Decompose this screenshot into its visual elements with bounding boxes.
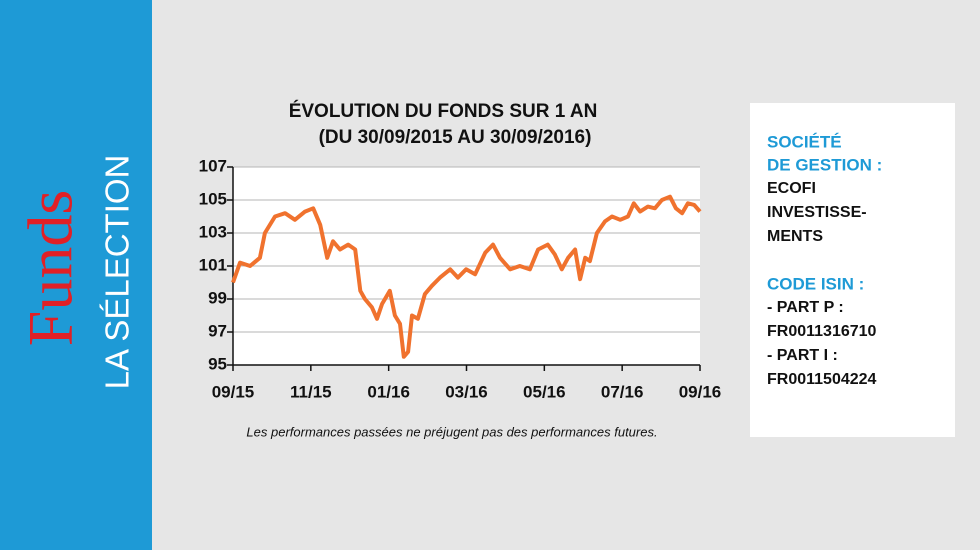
y-tick-label: 95 — [208, 354, 227, 373]
y-tick-label: 105 — [199, 189, 227, 208]
y-tick-label: 103 — [199, 222, 227, 241]
x-tick-label: 03/16 — [445, 382, 488, 401]
sidebar-subtitle: LA SÉLECTION — [99, 155, 136, 390]
info-heading: CODE ISIN : — [767, 274, 864, 293]
chart-title: ÉVOLUTION DU FONDS SUR 1 AN — [289, 100, 598, 122]
info-line: ECOFI — [767, 180, 816, 197]
y-tick-label: 107 — [199, 156, 227, 175]
info-line: FR0011316710 — [767, 323, 877, 340]
info-heading: DE GESTION : — [767, 155, 882, 174]
info-line: - PART I : — [767, 347, 838, 364]
x-tick-label: 01/16 — [367, 382, 410, 401]
brand: Funds — [15, 190, 86, 347]
info-heading: SOCIÉTÉ — [767, 132, 842, 151]
x-tick-label: 09/15 — [212, 382, 255, 401]
info-line: MENTS — [767, 228, 823, 245]
info-line: INVESTISSE- — [767, 204, 867, 221]
x-tick-label: 09/16 — [679, 382, 722, 401]
info-line: - PART P : — [767, 299, 844, 316]
info-text: SOCIÉTÉ DE GESTION : ECOFI INVESTISSE- MENTS… — [767, 132, 882, 388]
y-tick-label: 97 — [208, 321, 227, 340]
y-tick-label: 99 — [208, 288, 227, 307]
chart: 95 97 99 101 103 105 107 09/15 11/15 01/16 03/16 05… — [199, 156, 722, 401]
info-line: FR0011504224 — [767, 371, 877, 388]
sidebar — [0, 0, 152, 550]
line — [231, 194, 702, 359]
x-tick-label: 11/15 — [290, 382, 332, 401]
chart-subtitle: (DU 30/09/2015 AU 30/09/2016) — [319, 127, 592, 148]
x-tick-label: 05/16 — [523, 382, 566, 401]
info-panel — [750, 103, 955, 437]
x-tick-label: 07/16 — [601, 382, 644, 401]
chart-note: Les performances passées ne préjugent pa… — [246, 424, 657, 439]
y-tick-label: 101 — [199, 255, 227, 274]
